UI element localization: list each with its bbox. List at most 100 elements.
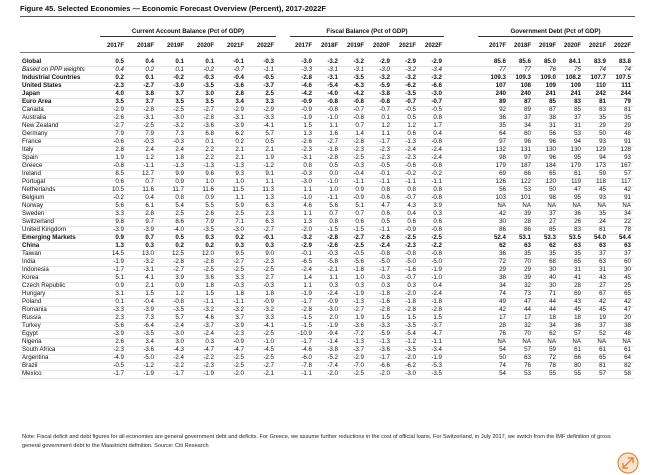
cell: -2.3 [405,154,416,161]
cell: 77 [524,66,531,73]
cell: -2.4 [301,266,312,273]
cell: 94 [574,138,581,145]
cell: -0.8 [113,162,124,169]
cell: 42 [599,298,606,305]
cell: -3.2 [431,74,442,81]
cell: 63 [574,242,581,249]
cell: 0.7 [329,210,338,217]
cell: 4.6 [205,314,214,321]
cell: 49 [499,298,506,305]
cell: -0.1 [263,234,274,241]
cell: 34 [499,282,506,289]
cell: 11.5 [232,186,244,193]
cell: -2.5 [143,122,154,129]
cell: 5.6 [329,202,338,209]
cell: 9.6 [205,170,214,177]
cell: -2.2 [431,242,442,249]
cell: -6.4 [143,322,154,329]
cell: -1.8 [379,290,390,297]
rule [20,16,635,17]
cell: -2.5 [405,234,416,241]
cell: 66 [524,170,531,177]
cell: 18 [549,314,556,321]
cell: -5.9 [379,330,390,337]
cell: 0.6 [407,218,416,225]
row-label: Global [22,58,42,65]
cell: 1.8 [265,290,274,297]
cell: 6.8 [205,130,214,137]
cell: 0.4 [433,282,442,289]
year-header: 2017F [488,43,506,49]
cell: 69 [499,170,506,177]
year-header: 2019F [166,43,184,49]
cell: -6.6 [431,82,442,89]
cell: NA [497,202,506,209]
cell: 37 [574,114,581,121]
cell: -2.9 [113,106,124,113]
row-line [20,106,635,107]
cell: 72 [549,354,556,361]
cell: 81 [599,362,606,369]
cell: -3.5 [203,226,214,233]
cell: -2.9 [379,58,390,65]
cell: 2.4 [145,146,154,153]
cell: -2.5 [173,106,184,113]
cell: -2.7 [353,306,364,313]
cell: 0.2 [115,74,124,81]
cell: -3.2 [203,306,214,313]
cell: -0.8 [327,98,338,105]
cell: -3.6 [379,346,390,353]
cell: 7.9 [205,218,214,225]
cell: -3.0 [173,330,184,337]
expand-icon[interactable] [617,452,639,474]
cell: 11.6 [142,186,154,193]
cell: 173 [595,162,606,169]
year-header: 2018F [320,43,338,49]
cell: 37 [599,322,606,329]
cell: -4.6 [301,346,312,353]
cell: 7.3 [175,130,184,137]
cell: 0.8 [329,218,338,225]
cell: 37 [549,210,556,217]
cell: 7.3 [145,314,154,321]
cell: -5.6 [113,322,124,329]
row-label: Belgium [22,194,45,201]
cell: 12.0 [201,250,214,257]
cell: 107 [495,82,506,89]
cell: 29 [499,266,506,273]
cell: -2.5 [263,354,274,361]
cell: 0.5 [115,58,124,65]
cell: -0.5 [263,74,274,81]
cell: 0.1 [381,114,390,121]
cell: 78 [624,226,631,233]
cell: 109.0 [540,74,556,81]
cell: 4.6 [303,202,312,209]
row-label: Ireland [22,170,41,177]
cell: -0.8 [379,250,390,257]
cell: -3.1 [353,66,364,73]
cell: -2.6 [379,234,390,241]
cell: -2.0 [405,290,416,297]
cell: -2.8 [143,106,154,113]
cell: -0.2 [113,194,124,201]
row-label: Netherlands [22,186,56,193]
cell: -0.3 [301,170,312,177]
row-line [20,226,635,227]
cell: 79 [624,98,631,105]
cell: 93 [599,194,606,201]
cell: 86 [524,226,531,233]
cell: -2.3 [113,82,124,89]
cell: 40 [549,274,556,281]
cell: 2.6 [205,210,214,217]
cell: 1.8 [235,290,244,297]
cell: -1.3 [353,338,364,345]
cell: -3.2 [353,58,364,65]
cell: 45 [599,186,606,193]
cell: 22 [624,218,631,225]
cell: 96 [549,154,556,161]
cell: 54.4 [618,234,631,241]
cell: 240 [495,90,506,97]
cell: -1.6 [379,298,390,305]
cell: -1.8 [431,298,442,305]
cell: -0.9 [353,194,364,201]
